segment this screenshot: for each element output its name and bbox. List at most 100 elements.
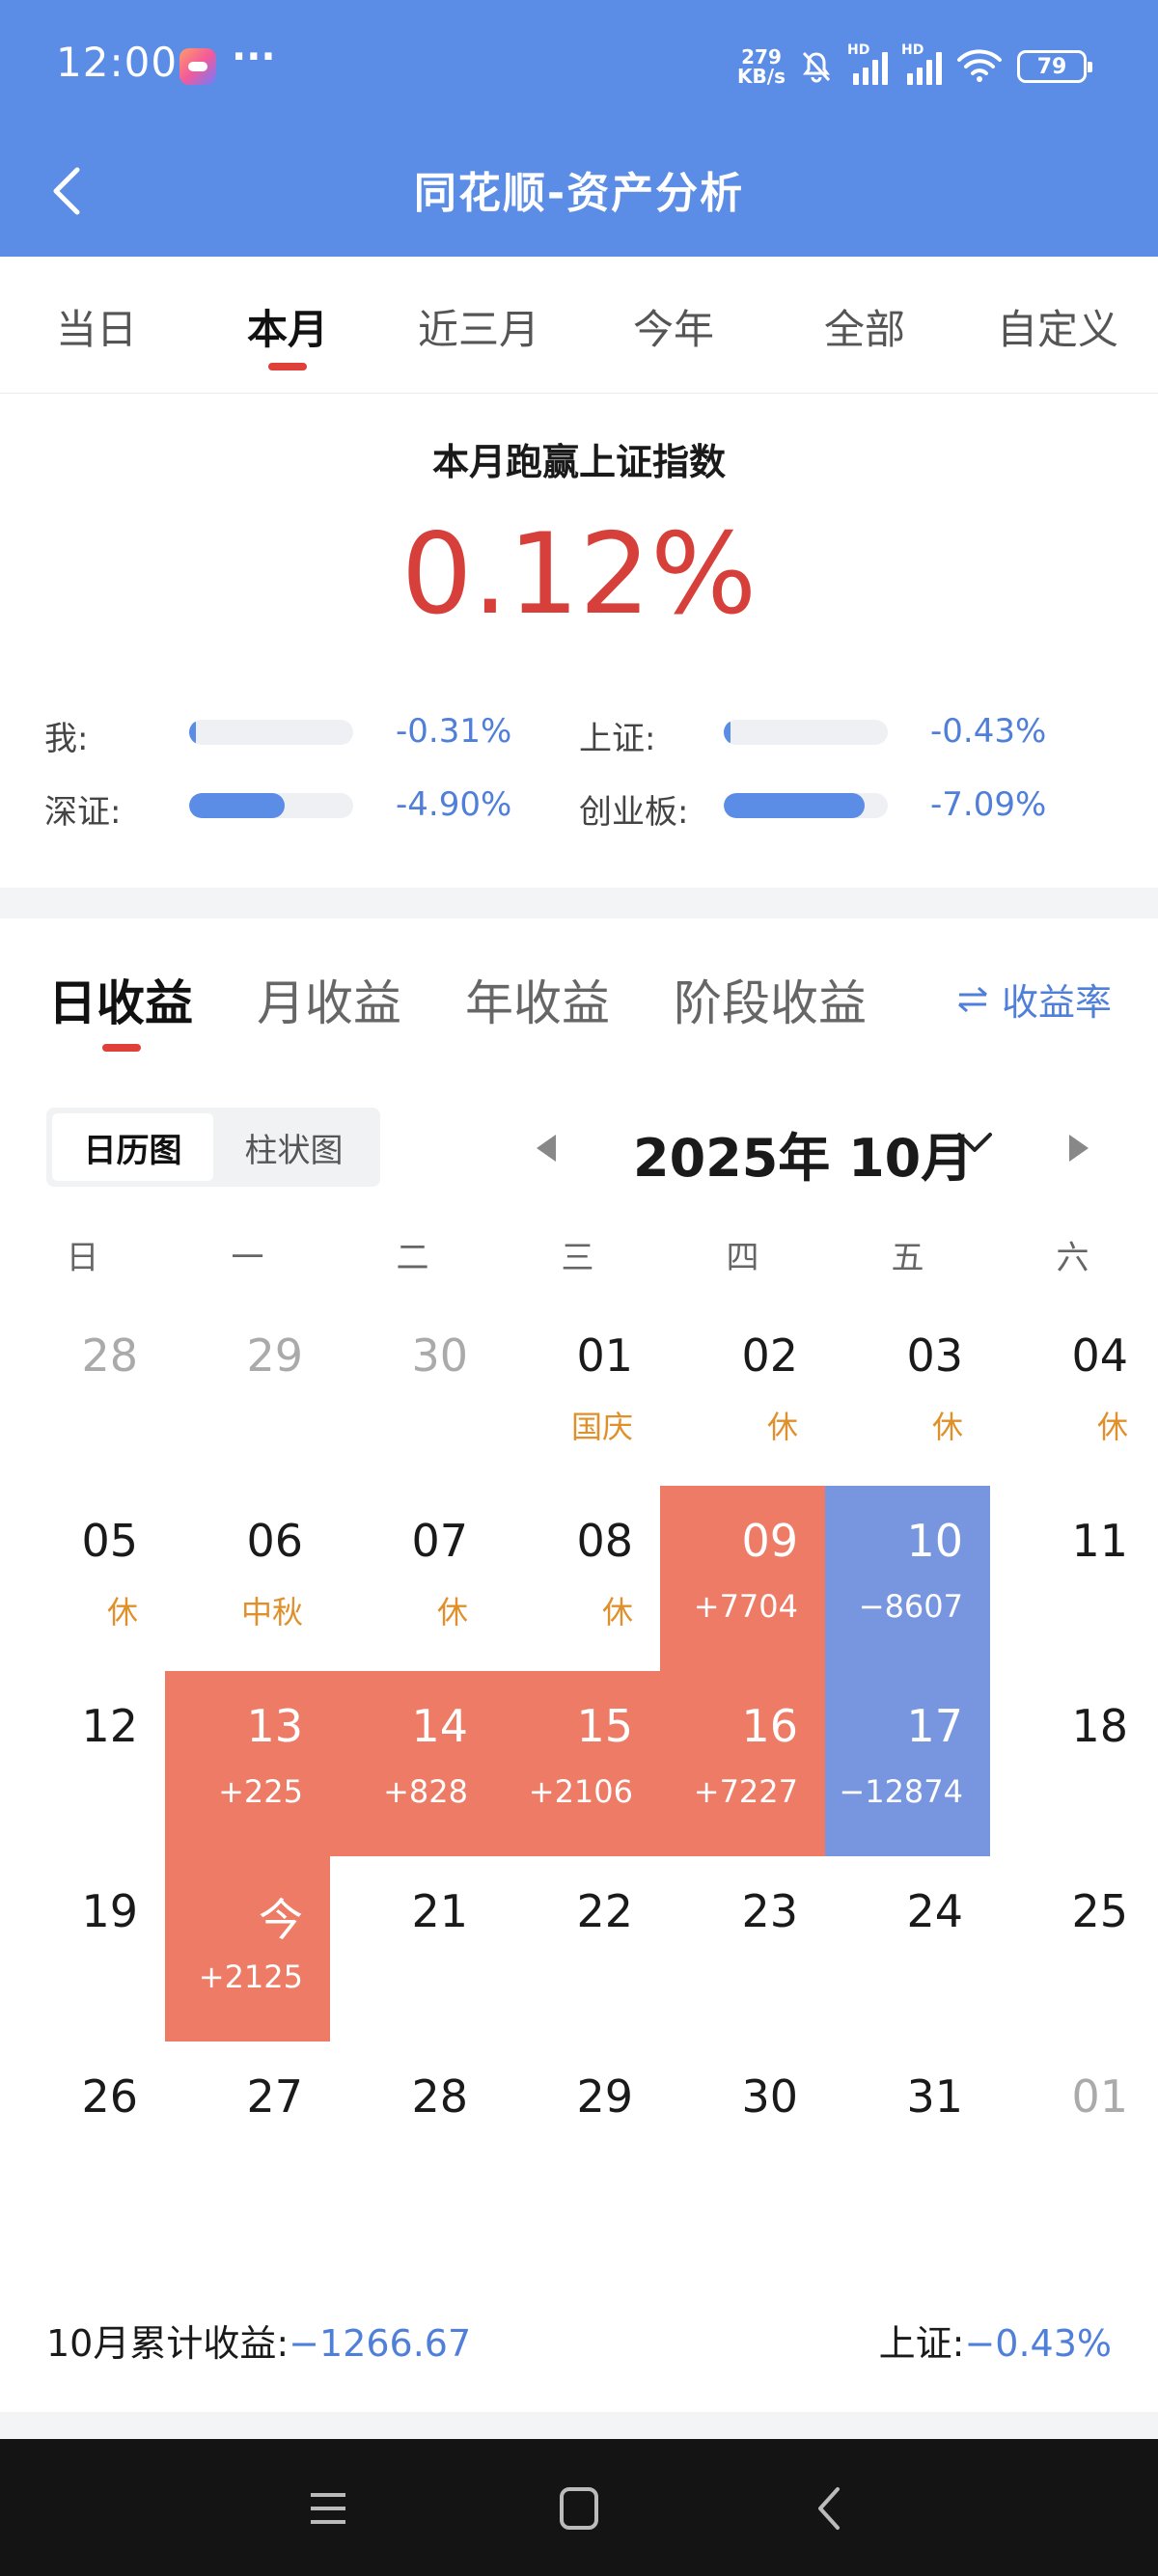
home-square-icon[interactable]	[550, 2481, 608, 2535]
calendar-day[interactable]: 10 −8607	[825, 1486, 990, 1671]
calendar-day[interactable]: 26	[0, 2042, 165, 2227]
calendar-day[interactable]: 03 休	[825, 1301, 990, 1486]
calendar-day[interactable]: 25	[990, 1856, 1155, 2042]
monthly-total-label: 10月累计收益:	[46, 2322, 290, 2365]
comparison-bar-fill	[189, 793, 285, 818]
calendar-day[interactable]: 21	[330, 1856, 495, 2042]
status-indicators: 279 KB/s HD HD 79	[737, 42, 1092, 91]
tab-this-month[interactable]: 本月	[191, 297, 384, 370]
calendar-day[interactable]: 02 休	[660, 1301, 825, 1486]
calendar-view-button[interactable]: 日历图	[52, 1113, 213, 1181]
calendar-day-number: 01	[1071, 2070, 1128, 2123]
calendar-day-number: 12	[81, 1700, 138, 1752]
hd-label-1: HD	[847, 42, 870, 58]
calendar-day-pnl: −8607	[858, 1588, 963, 1625]
calendar-day[interactable]: 29	[165, 1301, 330, 1486]
calendar-day-pnl: +828	[383, 1773, 468, 1810]
calendar-day-pnl: −12874	[839, 1773, 963, 1810]
rate-toggle-button[interactable]: 收益率	[955, 973, 1112, 1026]
back-chevron-icon[interactable]	[801, 2481, 859, 2535]
calendar-day[interactable]: 18	[990, 1671, 1155, 1856]
calendar-day[interactable]: 09 +7704	[660, 1486, 825, 1671]
calendar-day[interactable]: 12	[0, 1671, 165, 1856]
calendar-day[interactable]: 16 +7227	[660, 1671, 825, 1856]
comparison-bar-fill	[724, 720, 731, 745]
monthly-total-value: −1266.67	[289, 2322, 472, 2365]
calendar-day[interactable]: 19	[0, 1856, 165, 2042]
calendar-day-holiday: 休	[436, 1594, 468, 1631]
bar-chart-view-button[interactable]: 柱状图	[244, 1131, 344, 1170]
monthly-total: 10月累计收益:−1266.67	[46, 2314, 471, 2367]
comparison-label: 深证:	[44, 793, 122, 832]
calendar-day-number: 22	[576, 1885, 633, 1937]
tab-today[interactable]: 当日	[55, 306, 137, 353]
comparison-bar	[189, 793, 353, 818]
comparison-bar-fill	[189, 720, 196, 745]
calendar-day[interactable]: 01	[990, 2042, 1155, 2227]
calendar-day[interactable]: 31	[825, 2042, 990, 2227]
chevron-down-icon[interactable]	[955, 1129, 994, 1158]
calendar-day-number: 28	[411, 2070, 468, 2123]
calendar-day[interactable]: 11	[990, 1486, 1155, 1671]
calendar-day-number: 24	[906, 1885, 963, 1937]
status-more-indicator: ···	[232, 35, 276, 79]
calendar-day[interactable]: 22	[495, 1856, 660, 2042]
calendar-day-number: 09	[741, 1515, 798, 1567]
calendar-day[interactable]: 29	[495, 2042, 660, 2227]
calendar-day[interactable]: 30	[330, 1301, 495, 1486]
calendar-day-pnl: +2106	[528, 1773, 633, 1810]
calendar-day[interactable]: 17 −12874	[825, 1671, 990, 1856]
calendar-day[interactable]: 23	[660, 1856, 825, 2042]
system-nav-bar	[0, 2439, 1158, 2576]
calendar-day-pnl: +2125	[198, 1959, 303, 1995]
calendar-day[interactable]: 今 +2125	[165, 1856, 330, 2042]
month-navigator: 2025年 10月	[521, 1108, 1119, 1189]
tab-daily-returns[interactable]: 日收益	[48, 965, 193, 1052]
tab-period-returns[interactable]: 阶段收益	[674, 975, 867, 1031]
tab-all[interactable]: 全部	[823, 306, 905, 353]
calendar-day-number: 16	[741, 1700, 798, 1752]
tab-monthly-returns[interactable]: 月收益	[257, 975, 401, 1031]
calendar-day-number: 30	[741, 2070, 798, 2123]
rate-toggle-label: 收益率	[1001, 981, 1112, 1024]
battery-level: 79	[1036, 54, 1067, 79]
prev-month-icon[interactable]	[537, 1135, 556, 1162]
calendar-day[interactable]: 27	[165, 2042, 330, 2227]
calendar-day[interactable]: 08 休	[495, 1486, 660, 1671]
calendar-day[interactable]: 13 +225	[165, 1671, 330, 1856]
comparison-label: 创业板:	[579, 793, 689, 832]
bell-off-icon	[799, 49, 834, 84]
calendar-day-number: 06	[246, 1515, 303, 1567]
calendar-day-number: 28	[81, 1329, 138, 1382]
calendar-day-holiday: 休	[601, 1594, 633, 1631]
index-total-value: −0.43%	[964, 2322, 1112, 2365]
calendar-day[interactable]: 14 +828	[330, 1671, 495, 1856]
month-selector[interactable]: 2025年 10月	[633, 1128, 974, 1189]
weekday-label: 二	[396, 1239, 429, 1277]
calendar-day[interactable]: 07 休	[330, 1486, 495, 1671]
tab-yearly-returns[interactable]: 年收益	[465, 975, 610, 1031]
calendar-day-number: 11	[1071, 1515, 1128, 1567]
calendar-day[interactable]: 06 中秋	[165, 1486, 330, 1671]
index-total: 上证:−0.43%	[879, 2314, 1112, 2367]
calendar-day[interactable]: 28	[0, 1301, 165, 1486]
calendar-day-holiday: 中秋	[240, 1594, 303, 1631]
tab-three-months[interactable]: 近三月	[417, 306, 539, 353]
swap-arrows-icon	[957, 986, 987, 1012]
calendar-day[interactable]: 24	[825, 1856, 990, 2042]
calendar-day-number: 29	[576, 2070, 633, 2123]
chevron-left-icon[interactable]	[41, 156, 98, 224]
calendar-day[interactable]: 01 国庆	[495, 1301, 660, 1486]
tab-custom[interactable]: 自定义	[996, 306, 1118, 353]
calendar-day[interactable]: 05 休	[0, 1486, 165, 1671]
calendar-day[interactable]: 28	[330, 2042, 495, 2227]
calendar-day[interactable]: 04 休	[990, 1301, 1155, 1486]
next-month-icon[interactable]	[1069, 1135, 1089, 1162]
calendar-day-pnl: +7227	[693, 1773, 798, 1810]
returns-card: 日收益 月收益 年收益 阶段收益 收益率 日历图 柱状图 2025年 10月 日…	[0, 918, 1158, 2412]
menu-icon[interactable]	[299, 2481, 357, 2535]
calendar-day[interactable]: 15 +2106	[495, 1671, 660, 1856]
tab-this-year[interactable]: 今年	[632, 306, 714, 353]
calendar-day-holiday: 国庆	[570, 1409, 633, 1445]
calendar-day[interactable]: 30	[660, 2042, 825, 2227]
